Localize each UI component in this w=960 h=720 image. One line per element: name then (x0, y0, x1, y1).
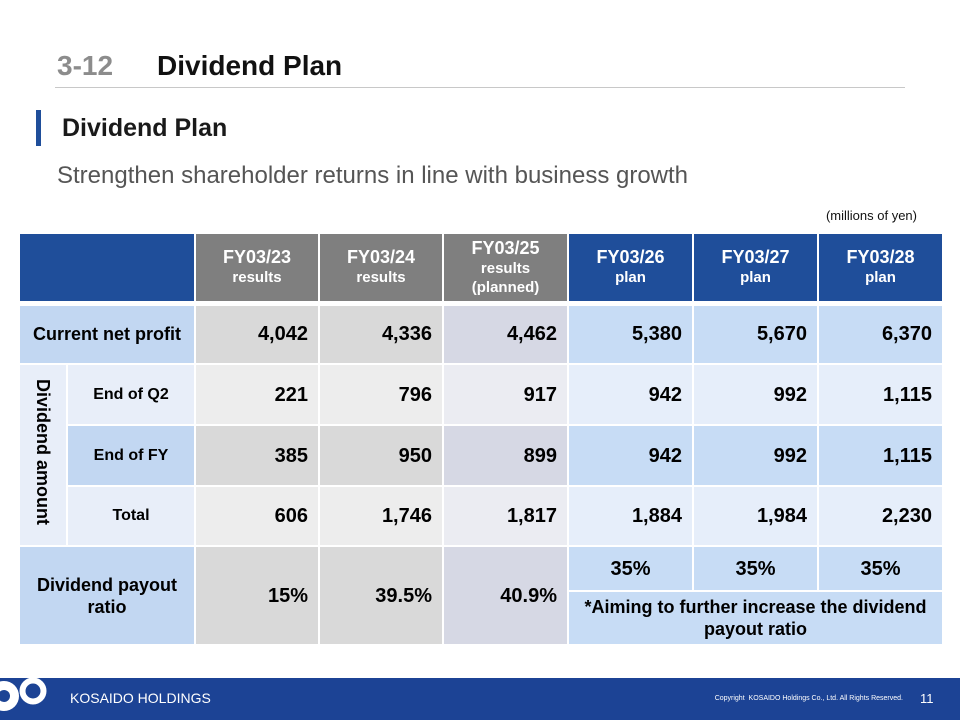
table-corner-cell (18, 232, 196, 304)
table-row-net-profit: Current net profit 4,042 4,336 4,462 5,3… (18, 300, 944, 365)
footer-brand: KOSAIDO HOLDINGS (70, 690, 211, 706)
cell-total-fy03-25: 1,817 (442, 485, 569, 547)
cell-net-profit-fy03-25: 4,462 (442, 300, 569, 365)
cell-q2-fy03-24: 796 (318, 363, 444, 426)
table-row-total: Total 606 1,746 1,817 1,884 1,984 2,230 (19, 485, 944, 547)
cell-fy-fy03-26: 942 (567, 424, 694, 487)
col-header-sublabel: plan (615, 269, 646, 287)
cell-payout-fy03-23: 15% (194, 545, 320, 646)
row-group-label: Dividend amount (33, 379, 53, 526)
cell-payout-fy03-26: 35% (567, 545, 694, 592)
cell-net-profit-fy03-23: 4,042 (194, 300, 320, 365)
col-header-fy03-26: FY03/26 plan (567, 232, 694, 304)
dividend-plan-table: FY03/23 results FY03/24 results FY03/25 … (18, 232, 944, 646)
cell-net-profit-fy03-26: 5,380 (567, 300, 694, 365)
cell-total-fy03-23: 606 (194, 485, 320, 547)
footer-bar (0, 678, 960, 720)
kosaido-logo-icon (0, 677, 47, 711)
col-header-fy03-23: FY03/23 results (194, 232, 320, 304)
cell-payout-fy03-24: 39.5% (318, 545, 444, 646)
cell-q2-fy03-28: 1,115 (817, 363, 944, 426)
cell-net-profit-fy03-24: 4,336 (318, 300, 444, 365)
cell-payout-fy03-27: 35% (692, 545, 819, 592)
table-row-end-of-q2: Dividend amount End of Q2 221 796 917 94… (18, 363, 944, 547)
table-row-end-of-fy: End of FY 385 950 899 942 992 1,115 (19, 424, 944, 487)
cell-fy-fy03-28: 1,115 (817, 424, 944, 487)
col-header-label: FY03/24 (346, 247, 416, 268)
cell-fy-fy03-23: 385 (194, 424, 320, 487)
row-label-payout-ratio: Dividend payout ratio (18, 545, 196, 646)
cell-total-fy03-24: 1,746 (318, 485, 444, 547)
cell-total-fy03-28: 2,230 (817, 485, 944, 547)
page-number: 11 (920, 691, 934, 706)
cell-fy-fy03-27: 992 (692, 424, 819, 487)
col-header-label: FY03/26 (596, 247, 665, 268)
cell-net-profit-fy03-27: 5,670 (692, 300, 819, 365)
title-divider (55, 87, 905, 88)
section-number: 3-12 (57, 50, 114, 81)
col-header-fy03-25: FY03/25 results (planned) (442, 232, 569, 304)
row-group-dividend-amount: Dividend amount (18, 363, 68, 547)
col-header-fy03-28: FY03/28 plan (817, 232, 944, 304)
cell-fy-fy03-25: 899 (442, 424, 569, 487)
cell-total-fy03-26: 1,884 (567, 485, 694, 547)
col-header-sublabel: results (232, 269, 282, 287)
cell-q2-fy03-26: 942 (567, 363, 694, 426)
col-header-label: FY03/28 (846, 247, 915, 268)
unit-note: (millions of yen) (825, 208, 917, 223)
cell-fy-fy03-24: 950 (318, 424, 444, 487)
cell-payout-fy03-25: 40.9% (442, 545, 569, 646)
col-header-sublabel-2: (planned) (471, 278, 540, 296)
cell-q2-fy03-25: 917 (442, 363, 569, 426)
row-label-end-of-fy: End of FY (66, 424, 196, 487)
row-label-total: Total (66, 485, 196, 547)
footer-copyright: Copyright KOSAIDO Holdings Co., Ltd. All… (714, 695, 903, 702)
cell-payout-fy03-28: 35% (817, 545, 944, 592)
cell-net-profit-fy03-28: 6,370 (817, 300, 944, 365)
col-header-label: FY03/23 (222, 247, 292, 268)
col-header-sublabel: plan (865, 269, 896, 287)
table-row-payout-ratio: Dividend payout ratio 15% 39.5% 40.9% 35… (18, 545, 944, 646)
cell-q2-fy03-23: 221 (194, 363, 320, 426)
row-label-net-profit: Current net profit (18, 300, 196, 365)
cell-q2-fy03-27: 992 (692, 363, 819, 426)
payout-ratio-note: *Aiming to further increase the dividend… (567, 590, 944, 646)
col-header-label: FY03/25 (471, 237, 540, 258)
col-header-fy03-27: FY03/27 plan (692, 232, 819, 304)
col-header-sublabel: results (480, 259, 531, 277)
page-subtitle: Strengthen shareholder returns in line w… (57, 162, 689, 189)
heading-accent-bar (36, 110, 41, 146)
col-header-sublabel: plan (740, 269, 771, 287)
col-header-fy03-24: FY03/24 results (318, 232, 444, 304)
cell-total-fy03-27: 1,984 (692, 485, 819, 547)
page-heading: Dividend Plan (62, 114, 228, 142)
row-label-end-of-q2: End of Q2 (66, 363, 196, 426)
col-header-label: FY03/27 (721, 247, 790, 268)
col-header-sublabel: results (356, 269, 406, 287)
table-header-row: FY03/23 results FY03/24 results FY03/25 … (18, 232, 944, 304)
section-title: Dividend Plan (157, 50, 343, 81)
table-row-payout-note: *Aiming to further increase the dividend… (19, 590, 944, 646)
